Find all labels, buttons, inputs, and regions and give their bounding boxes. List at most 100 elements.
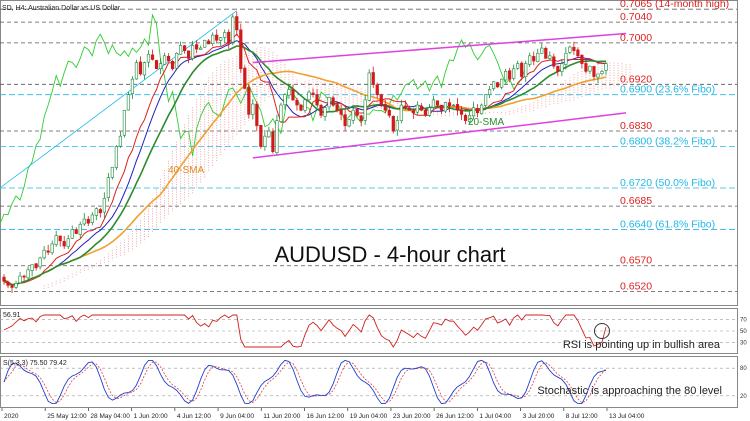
candle-body [323, 107, 327, 117]
candle-body [536, 52, 540, 62]
candle-body [532, 56, 536, 62]
candle-body [106, 177, 110, 198]
candle-body [251, 103, 255, 115]
candle-body [552, 56, 556, 67]
candle-body [492, 81, 496, 89]
candle-body [207, 40, 211, 45]
candle-body [584, 63, 588, 72]
candle-body [600, 71, 604, 75]
candle-body [319, 104, 323, 116]
candle-body [187, 50, 191, 59]
candle-body [528, 55, 532, 65]
candle-body [247, 87, 251, 115]
candle-body [483, 94, 488, 106]
sma40-line [3, 70, 607, 286]
candle-body [283, 94, 287, 106]
candle-body [90, 214, 94, 223]
candle-body [66, 238, 70, 247]
candle-body [98, 209, 102, 214]
candle-body [560, 63, 564, 72]
candle-body [572, 46, 576, 51]
level-label: 0.7065 (14-month high) [620, 0, 729, 10]
x-tick-label: 3 Jul 20:00 [523, 413, 555, 420]
candle-body [70, 229, 74, 239]
candle-body [195, 44, 199, 50]
x-tick-label: 25 May 12:00 [47, 413, 87, 420]
candle-body [315, 94, 319, 106]
candle-body [50, 243, 54, 254]
candle-body [431, 99, 436, 108]
level-label: 0.6640 (61.8% Fibo) [620, 218, 715, 230]
candle-body [451, 104, 456, 107]
x-tick-label: 23 Jun 20:00 [393, 413, 431, 420]
candle-body [166, 55, 171, 62]
candle-body [82, 218, 86, 225]
candle-body [568, 46, 572, 53]
candle-body [126, 94, 131, 111]
candle-body [86, 218, 90, 224]
candle-body [22, 275, 26, 278]
candle-body [231, 16, 235, 43]
candle-body [411, 110, 415, 114]
candle-body [488, 89, 492, 96]
lagging-span-line [0, 13, 527, 226]
candle-body [215, 34, 219, 41]
candle-body [235, 16, 239, 31]
candle-body [142, 62, 147, 76]
candle-body [275, 120, 279, 153]
stoch-annotation: Stochastic is approaching the 80 level [537, 385, 722, 397]
candle-body [6, 281, 10, 286]
rsi-highlight-circle [594, 323, 610, 339]
candle-body [271, 131, 275, 153]
x-tick-label: 9 Jun 04:00 [220, 413, 254, 420]
candle-body [62, 241, 66, 247]
candle-body [564, 52, 568, 65]
x-tick-label: 11 Jun 20:00 [263, 413, 300, 420]
candle-body [475, 108, 480, 114]
candle-body [500, 78, 504, 88]
candle-body [403, 105, 407, 108]
candle-body [227, 31, 231, 44]
level-label: 0.6900 (23.6% Fibo) [620, 84, 715, 96]
candle-body [14, 283, 18, 288]
candle-body [154, 60, 159, 70]
candle-body [146, 53, 151, 63]
candle-body [191, 45, 195, 59]
candle-body [183, 45, 187, 51]
candle-body [512, 68, 516, 79]
candle-body [407, 107, 411, 111]
x-tick-label: 16 Jun 12:00 [307, 413, 345, 420]
candle-body [170, 61, 175, 70]
candle-body [592, 66, 596, 77]
main-panel-frame [0, 0, 738, 306]
candle-body [287, 89, 291, 96]
tenkan-line [3, 33, 607, 285]
candle-body [479, 104, 484, 115]
candle-body [10, 285, 14, 288]
candle-body [463, 115, 468, 121]
candle-body [516, 63, 520, 69]
sma20-label: 20-SMA [468, 117, 504, 128]
candle-body [359, 115, 363, 121]
candle-body [30, 264, 34, 271]
candle-body [391, 115, 395, 132]
candle-body [54, 235, 58, 245]
level-label: 0.6520 [620, 281, 652, 293]
candle-body [243, 67, 247, 89]
channel-upper-line [252, 32, 627, 64]
candle-body [399, 104, 403, 122]
stoch-main-line [3, 359, 607, 405]
candle-body [138, 61, 143, 75]
candle-body [351, 109, 355, 121]
x-tick-label: 4 Jun 12:00 [177, 413, 211, 420]
candle-body [2, 276, 6, 282]
level-label: 0.7000 [620, 32, 652, 44]
candle-body [383, 104, 387, 111]
candle-body [303, 99, 307, 111]
ascending-channel [252, 32, 627, 159]
level-label: 0.6685 [620, 195, 652, 207]
candle-body [255, 103, 259, 127]
candle-body [419, 105, 423, 111]
x-tick-label: 28 May 04:00 [90, 413, 130, 420]
